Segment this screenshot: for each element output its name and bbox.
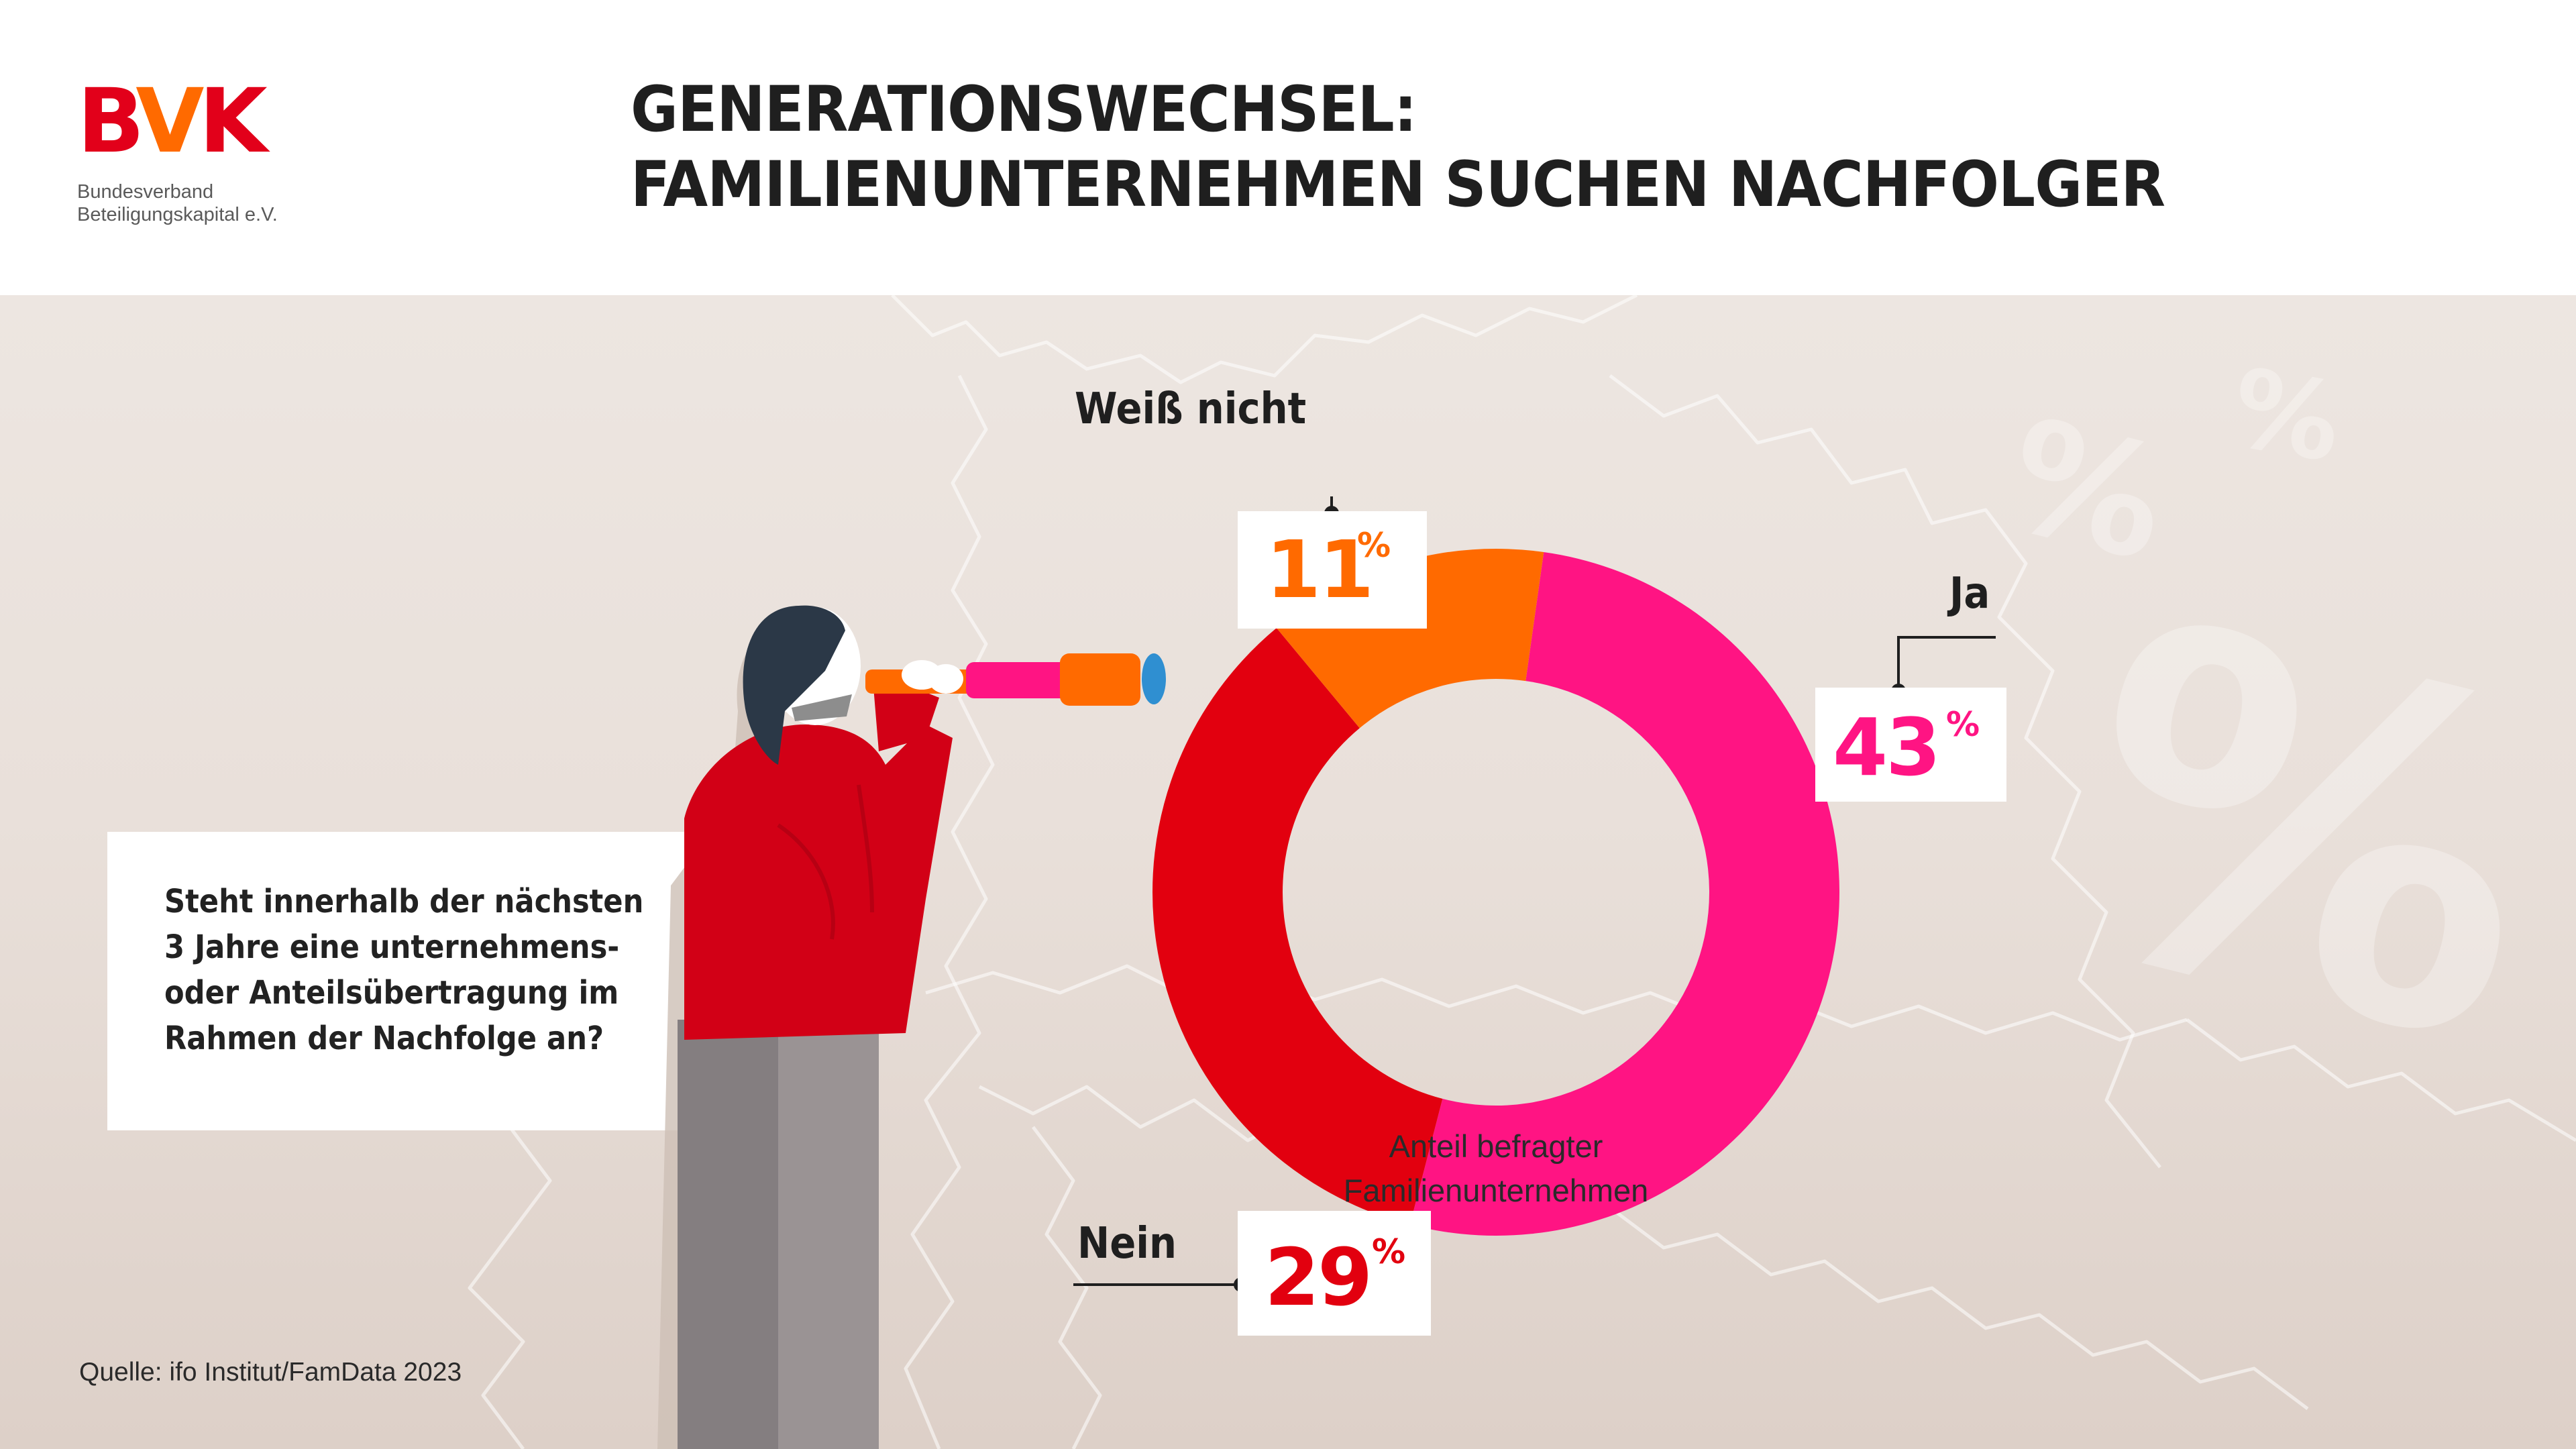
value-weiss-nicht: 11 — [1266, 523, 1374, 616]
callout-nein: 29 % — [1238, 1211, 1431, 1336]
chart-panel: % % % Steht innerhalb der nächsten 3 Jah… — [0, 295, 2576, 1449]
decorative-percent-signs: % % % — [1990, 344, 2576, 1148]
label-weiss-nicht: Weiß nicht — [1075, 384, 1307, 434]
percent-sign-nein: % — [1372, 1232, 1406, 1271]
question-line4: Rahmen der Nachfolge an? — [164, 1020, 604, 1057]
question-line1: Steht innerhalb der nächsten — [164, 883, 644, 920]
page-title-line2: FAMILIENUNTERNEHMEN SUCHEN NACHFOLGER — [631, 148, 2165, 221]
question-line3: oder Anteilsübertragung im — [164, 974, 619, 1012]
decor-percent-2: % — [2222, 344, 2350, 486]
bvk-logo: BVK Bundesverband Beteiligungskapital e.… — [77, 77, 278, 226]
percent-sign-weiss-nicht: % — [1357, 526, 1391, 565]
center-label-line2: Familienunternehmen — [1343, 1173, 1649, 1208]
value-nein: 29 — [1265, 1231, 1373, 1324]
map-border-east — [1609, 374, 2161, 1169]
question-box: Steht innerhalb der nächsten 3 Jahre ein… — [107, 832, 718, 1130]
map-border-north — [891, 295, 1638, 384]
callout-weiss-nicht: 11 % — [1238, 511, 1427, 629]
map-border-south — [978, 1085, 2309, 1410]
donut-slice-nein — [1152, 628, 1443, 1225]
logo-letter-k: K — [199, 70, 267, 173]
center-label-line1: Anteil befragter — [1389, 1128, 1603, 1164]
page-title: GENERATIONSWECHSEL: FAMILIENUNTERNEHMEN … — [631, 72, 2165, 223]
map-border-southeast — [2186, 1018, 2576, 1142]
callout-ja: 43 % — [1815, 688, 2006, 802]
page-title-line1: GENERATIONSWECHSEL: — [631, 73, 1417, 146]
donut-slice-ja — [1409, 551, 1840, 1236]
label-ja: Ja — [1949, 569, 1990, 619]
logo-letter-b: B — [77, 70, 141, 173]
source-note: Quelle: ifo Institut/FamData 2023 — [79, 1358, 462, 1387]
header: BVK Bundesverband Beteiligungskapital e.… — [0, 0, 2576, 295]
question-text: Steht innerhalb der nächsten 3 Jahre ein… — [164, 879, 644, 1061]
value-ja: 43 — [1833, 701, 1941, 794]
map-border-alps — [1032, 1126, 1102, 1449]
donut-center-label: Anteil befragter Familienunternehmen — [1328, 1124, 1664, 1213]
logo-subtitle-line2: Beteiligungskapital e.V. — [77, 204, 278, 225]
map-border-west — [904, 374, 995, 1449]
map-border-middle — [925, 964, 2188, 1042]
background-map: % % % — [442, 295, 2576, 1449]
question-line2: 3 Jahre eine unternehmens- — [164, 928, 620, 966]
percent-sign-ja: % — [1946, 705, 1980, 744]
logo-letter-v: V — [136, 70, 204, 173]
logo-subtitle: Bundesverband Beteiligungskapital e.V. — [77, 180, 278, 226]
label-nein: Nein — [1077, 1219, 1177, 1269]
logo-subtitle-line1: Bundesverband — [77, 181, 214, 203]
bvk-logo-mark: BVK — [77, 77, 278, 166]
